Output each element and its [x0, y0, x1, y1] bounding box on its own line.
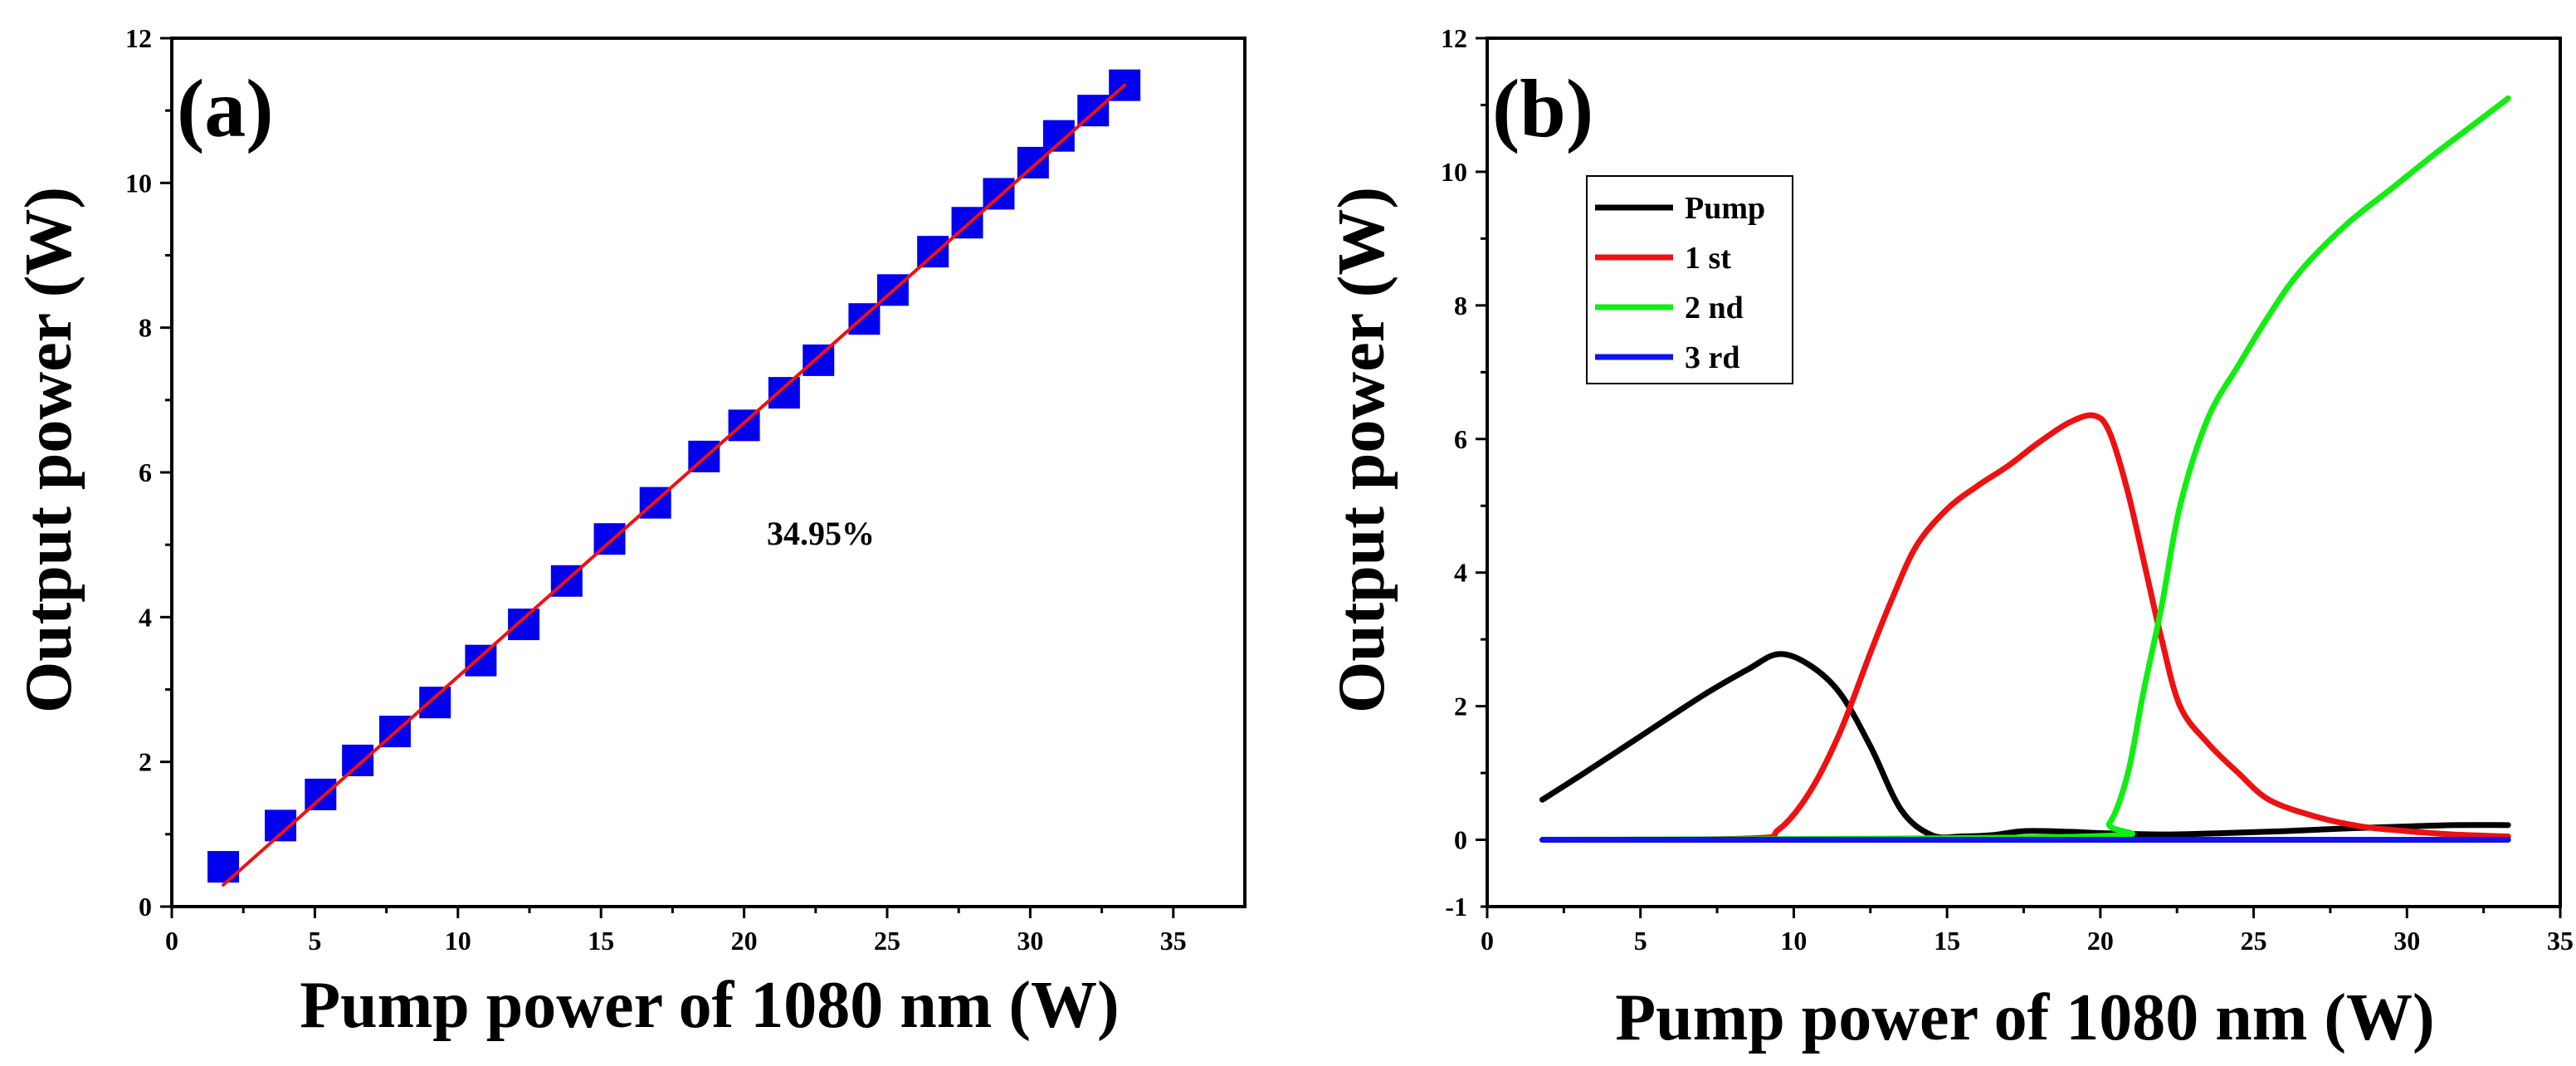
- legend-box: [1586, 175, 1793, 384]
- y-tick-label-a: 10: [125, 168, 152, 198]
- data-point-measured: [1017, 146, 1049, 178]
- x-tick-label-a: 35: [1160, 926, 1187, 956]
- y-tick-label-b: 0: [1454, 825, 1467, 855]
- x-axis-title-b: Pump power of 1080 nm (W): [1615, 981, 2434, 1054]
- panel-a: Output power (W) 0 5 10 15 20 25 30 35 0 2 4 6 8 10 12…: [12, 23, 1247, 1042]
- x-axis-title-a: Pump power of 1080 nm (W): [300, 969, 1119, 1042]
- y-tick-label-a: 2: [139, 747, 152, 777]
- y-tick-label-b: 8: [1454, 291, 1467, 320]
- series-line-fit: [222, 83, 1127, 887]
- x-tick-label-b: 15: [1934, 926, 1960, 956]
- y-axis-title-a: Output power (W): [12, 187, 85, 713]
- data-point-measured: [342, 744, 374, 776]
- legend-label-pump: Pump: [1685, 191, 1765, 226]
- panel-b: Output power (W) 0 5 10 15 20 25 30 35 0 2 4 6 8 10 12…: [1325, 23, 2574, 1054]
- legend: Pump 1 st 2 nd 3 rd: [1586, 175, 1793, 384]
- y-tick-label-b: 2: [1454, 692, 1467, 721]
- y-tick-label-a: 8: [139, 313, 152, 343]
- annotation-efficiency: 34.95%: [767, 515, 875, 552]
- legend-label-3rd: 3 rd: [1685, 340, 1740, 375]
- marks-a: [207, 69, 1141, 887]
- panel-label-b: (b): [1492, 62, 1593, 154]
- data-point-measured: [508, 609, 540, 641]
- y-tick-label-b: 10: [1441, 157, 1467, 187]
- ticks-a: 0 5 10 15 20 25 30 35 0 2 4 6 8 10 12: [125, 23, 1187, 956]
- data-point-measured: [465, 644, 497, 677]
- series-line-pump: [1539, 651, 2511, 841]
- y-tick-label-b: 6: [1454, 424, 1467, 454]
- series-line-1-st: [1539, 412, 2511, 844]
- y-tick-label-b: -1: [1445, 892, 1467, 922]
- y-axis-title-b: Output power (W): [1325, 187, 1398, 713]
- x-tick-label-b: 20: [2087, 926, 2114, 956]
- ticks-b: 0 5 10 15 20 25 30 35 0 2 4 6 8 10 12 -1: [1441, 23, 2574, 956]
- x-tick-label-a: 25: [874, 926, 900, 956]
- plot-area-a: [170, 37, 1247, 908]
- y-tick-label-b: 4: [1454, 558, 1467, 588]
- legend-label-2nd: 2 nd: [1685, 291, 1744, 325]
- x-tick-label-a: 10: [445, 926, 471, 956]
- x-tick-label-a: 0: [165, 926, 178, 956]
- panel-label-a: (a): [177, 62, 274, 154]
- series-line-2-nd: [1539, 95, 2511, 844]
- x-tick-label-b: 30: [2393, 926, 2420, 956]
- data-point-measured: [768, 377, 800, 409]
- legend-label-1st: 1 st: [1685, 241, 1731, 276]
- y-tick-label-b: 12: [1441, 23, 1467, 53]
- x-tick-label-b: 25: [2241, 926, 2267, 956]
- y-tick-label-a: 4: [139, 602, 152, 632]
- data-point-measured: [207, 851, 240, 883]
- y-tick-label-a: 0: [139, 892, 152, 922]
- x-tick-label-a: 15: [588, 926, 614, 956]
- x-tick-label-b: 0: [1481, 926, 1494, 956]
- data-point-measured: [419, 687, 451, 719]
- plot-area-b: [1486, 37, 2562, 908]
- y-tick-label-a: 6: [139, 457, 152, 487]
- x-tick-label-a: 5: [308, 926, 321, 956]
- x-tick-label-b: 10: [1780, 926, 1807, 956]
- marks-b: [1539, 95, 2511, 844]
- x-tick-label-b: 5: [1634, 926, 1647, 956]
- x-tick-label-b: 35: [2547, 926, 2574, 956]
- x-tick-label-a: 20: [731, 926, 758, 956]
- data-point-measured: [917, 236, 949, 268]
- data-point-measured: [305, 778, 337, 810]
- x-tick-label-a: 30: [1017, 926, 1043, 956]
- y-tick-label-a: 12: [125, 23, 152, 53]
